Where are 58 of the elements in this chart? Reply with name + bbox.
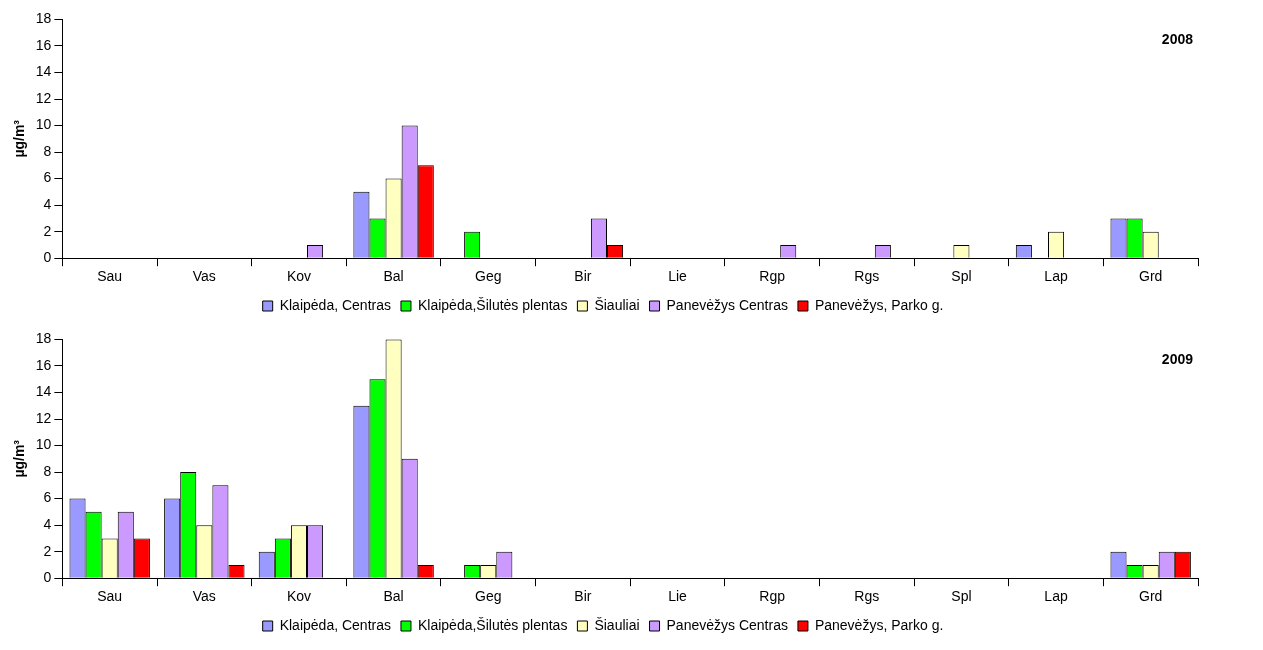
x-tick-label: Lie — [668, 268, 688, 285]
x-tick-label: Bal — [383, 588, 404, 605]
legend-label: Panevėžys, Parko g. — [814, 296, 944, 313]
y-tick-label: 8 — [43, 142, 52, 159]
y-tick-label: 4 — [43, 515, 52, 532]
y-axis-title: µg/m³ — [11, 439, 28, 478]
x-tick-label: Geg — [475, 588, 502, 605]
y-tick-label: 6 — [43, 169, 52, 186]
legend-label: Panevėžys Centras — [666, 616, 788, 633]
x-tick-label: Kov — [286, 588, 312, 605]
y-tick-label: 16 — [35, 356, 52, 373]
x-tick-label: Bir — [574, 268, 592, 285]
y-tick-label: 6 — [43, 489, 52, 506]
legend-label: Klaipėda,Šilutės plentas — [417, 296, 568, 313]
y-tick-label: 10 — [35, 436, 52, 453]
x-tick-label: Grd — [1139, 268, 1163, 285]
legend-label: Klaipėda, Centras — [279, 616, 391, 633]
text: 2008 — [1161, 31, 1194, 48]
y-tick-label: 8 — [43, 462, 52, 479]
x-tick-label: Bal — [383, 268, 404, 285]
y-tick-label: 12 — [35, 89, 52, 106]
x-tick-label: Rgs — [854, 588, 880, 605]
y-tick-label: 4 — [43, 195, 52, 212]
x-tick-label: Grd — [1139, 588, 1163, 605]
y-tick-label: 16 — [35, 36, 52, 53]
x-tick-label: Sau — [97, 588, 123, 605]
x-tick-label: Geg — [475, 268, 502, 285]
x-tick-label: Lie — [668, 588, 688, 605]
x-tick-label: Spl — [951, 588, 972, 605]
legend-label: Klaipėda, Centras — [279, 296, 391, 313]
legend-label: Panevėžys Centras — [666, 296, 788, 313]
x-tick-label: Rgp — [759, 268, 786, 285]
y-tick-label: 14 — [35, 63, 52, 80]
x-tick-label: Spl — [951, 268, 972, 285]
y-tick-label: 2 — [43, 222, 52, 239]
y-tick-label: 18 — [35, 10, 52, 27]
y-tick-label: 18 — [35, 330, 52, 347]
legend-label: Panevėžys, Parko g. — [814, 616, 944, 633]
y-tick-label: 0 — [43, 249, 52, 266]
text: 2009 — [1161, 351, 1194, 368]
legend-label: Šiauliai — [594, 296, 640, 313]
x-tick-label: Bir — [574, 588, 592, 605]
y-tick-label: 14 — [35, 383, 52, 400]
x-tick-label: Sau — [97, 268, 123, 285]
x-tick-label: Lap — [1044, 268, 1068, 285]
y-tick-label: 10 — [35, 116, 52, 133]
legend-label: Klaipėda,Šilutės plentas — [417, 616, 568, 633]
x-tick-label: Kov — [286, 268, 312, 285]
x-tick-label: Lap — [1044, 588, 1068, 605]
y-tick-label: 12 — [35, 409, 52, 426]
y-tick-label: 0 — [43, 569, 52, 586]
x-tick-label: Vas — [192, 588, 216, 605]
y-axis-title: µg/m³ — [11, 119, 28, 158]
x-tick-label: Rgs — [854, 268, 880, 285]
y-tick-label: 2 — [43, 542, 52, 559]
x-tick-label: Rgp — [759, 588, 786, 605]
x-tick-label: Vas — [192, 268, 216, 285]
legend-label: Šiauliai — [594, 616, 640, 633]
